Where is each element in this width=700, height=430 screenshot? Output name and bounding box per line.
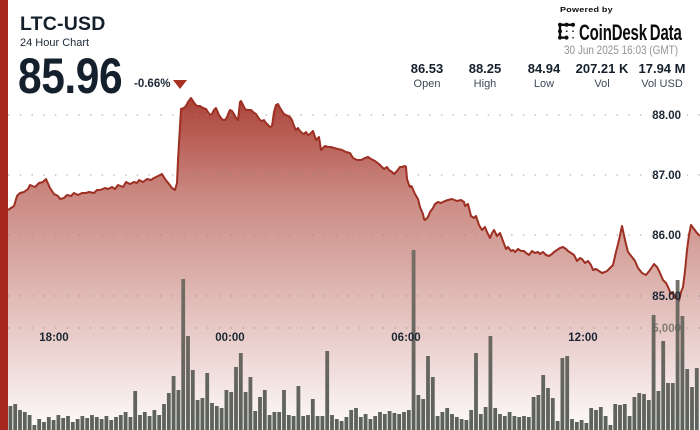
svg-text:86.00: 86.00 [652, 230, 681, 242]
svg-text:00:00: 00:00 [215, 332, 244, 344]
svg-text:87.00: 87.00 [652, 170, 681, 182]
svg-text:18:00: 18:00 [39, 332, 68, 344]
svg-text:12:00: 12:00 [568, 332, 597, 344]
svg-text:85.00: 85.00 [652, 291, 681, 303]
svg-text:5,000: 5,000 [652, 323, 681, 335]
svg-text:06:00: 06:00 [391, 332, 420, 344]
svg-text:88.00: 88.00 [652, 110, 681, 122]
